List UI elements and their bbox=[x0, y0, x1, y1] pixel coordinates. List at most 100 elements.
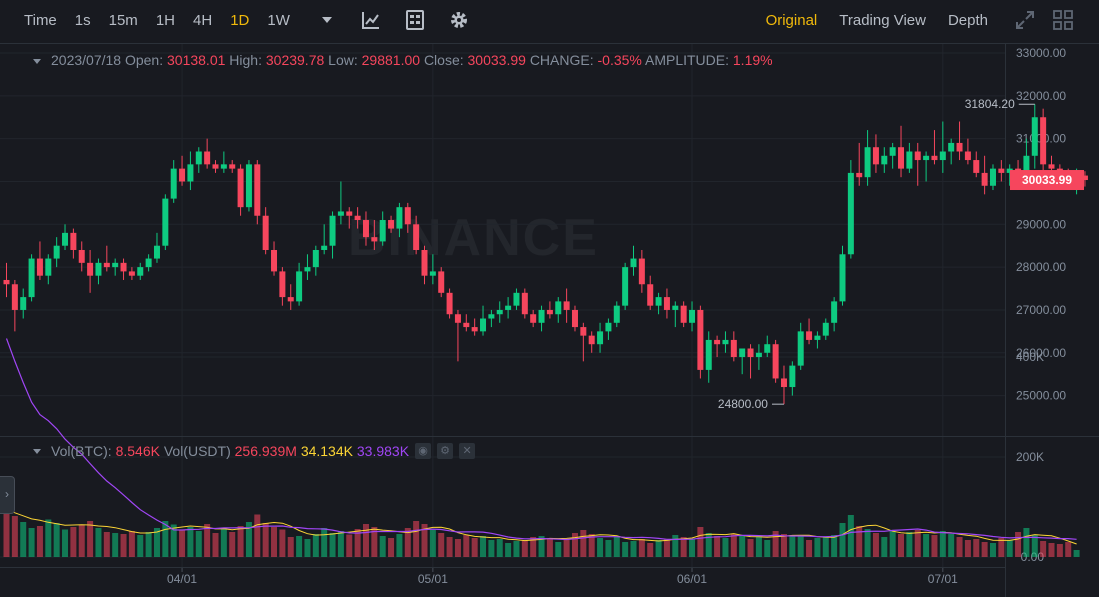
chart-settings-list-icon[interactable] bbox=[405, 10, 425, 30]
volume-bar bbox=[814, 538, 821, 557]
candle-body bbox=[120, 262, 127, 272]
candle-body bbox=[287, 297, 294, 302]
candle-body bbox=[438, 271, 445, 293]
candle-body bbox=[11, 284, 18, 310]
candle-body bbox=[321, 245, 328, 250]
candle-body bbox=[663, 297, 670, 310]
volume-bar bbox=[847, 515, 854, 557]
candle-body bbox=[388, 220, 395, 229]
candle-body bbox=[981, 172, 988, 186]
interval-1d[interactable]: 1D bbox=[230, 11, 250, 29]
volume-bar bbox=[438, 533, 445, 557]
candle-body bbox=[480, 318, 487, 332]
volume-bar bbox=[162, 521, 169, 557]
candle-body bbox=[262, 215, 269, 250]
candle-body bbox=[630, 258, 637, 268]
volume-bar bbox=[204, 524, 211, 557]
candle-body bbox=[989, 168, 996, 186]
candle-body bbox=[655, 297, 662, 306]
binance-watermark: BINANCE bbox=[348, 209, 599, 267]
volume-bar bbox=[822, 537, 829, 557]
volume-bar bbox=[128, 531, 135, 557]
close-icon[interactable]: ✕ bbox=[459, 443, 476, 459]
volume-bar bbox=[630, 541, 637, 557]
interval-1h[interactable]: 1H bbox=[155, 11, 175, 29]
volume-bar bbox=[254, 514, 261, 557]
volume-bar bbox=[87, 521, 94, 557]
eye-icon[interactable]: ◉ bbox=[415, 443, 432, 459]
volume-bar bbox=[889, 531, 896, 557]
interval-time[interactable]: Time bbox=[24, 11, 57, 29]
candle-body bbox=[254, 164, 261, 216]
volume-bar bbox=[62, 529, 69, 557]
volume-tick-label: 200K bbox=[1016, 450, 1044, 464]
interval-4h[interactable]: 4H bbox=[193, 11, 213, 29]
volume-bar bbox=[446, 537, 453, 557]
chevron-right-icon: › bbox=[5, 487, 9, 501]
last-price-tag bbox=[1010, 170, 1084, 191]
price-tick-label: 25000.00 bbox=[1016, 389, 1066, 403]
candle-body bbox=[571, 309, 578, 328]
gear-icon-small[interactable]: ⚙ bbox=[437, 443, 454, 459]
interval-1s[interactable]: 1s bbox=[74, 11, 91, 29]
volume-bar bbox=[956, 537, 963, 557]
volume-bar bbox=[563, 539, 570, 557]
date-tick-label: 07/01 bbox=[928, 572, 958, 586]
volume-bar bbox=[496, 539, 503, 557]
volume-bar bbox=[1040, 541, 1047, 557]
volume-bar bbox=[839, 523, 846, 557]
volume-bar bbox=[655, 540, 662, 557]
volume-bar bbox=[597, 538, 604, 557]
view-original[interactable]: Original bbox=[765, 11, 818, 29]
candle-body bbox=[755, 352, 762, 358]
amplitude-value: 1.19% bbox=[732, 52, 773, 68]
candle-body bbox=[95, 262, 102, 276]
candle-body bbox=[973, 160, 980, 173]
volume-bar bbox=[145, 532, 152, 557]
candle-body bbox=[36, 258, 43, 276]
candle-body bbox=[1031, 117, 1038, 156]
gear-icon[interactable] bbox=[449, 10, 469, 30]
interval-1w[interactable]: 1W bbox=[267, 11, 290, 29]
volume-collapse-caret-icon[interactable] bbox=[33, 448, 41, 454]
candle-body bbox=[128, 271, 135, 276]
volume-bar bbox=[463, 535, 470, 557]
view-trading-view[interactable]: Trading View bbox=[839, 11, 926, 29]
volume-bar bbox=[28, 528, 35, 557]
candle-body bbox=[638, 258, 645, 285]
candle-body bbox=[103, 262, 110, 268]
volume-bar bbox=[663, 539, 670, 557]
volume-bar bbox=[388, 538, 395, 557]
more-intervals-dropdown-icon[interactable] bbox=[317, 10, 337, 30]
candle-body bbox=[429, 271, 436, 276]
candle-body bbox=[87, 262, 94, 276]
fullscreen-icon[interactable] bbox=[1015, 10, 1035, 30]
candle-body bbox=[296, 271, 303, 302]
volume-bar bbox=[321, 528, 328, 557]
candle-body bbox=[672, 305, 679, 310]
volume-bar bbox=[262, 523, 269, 557]
volume-bar bbox=[998, 538, 1005, 557]
candle-body bbox=[237, 168, 244, 208]
candle-body bbox=[730, 339, 737, 358]
candle-body bbox=[964, 151, 971, 161]
volume-bar bbox=[831, 535, 838, 557]
volume-bar bbox=[45, 519, 52, 557]
vol-btc-label: Vol(BTC): bbox=[51, 443, 112, 459]
candle-body bbox=[346, 211, 353, 216]
candle-body bbox=[187, 164, 194, 182]
view-depth[interactable]: Depth bbox=[947, 11, 988, 29]
candle-body bbox=[471, 327, 478, 332]
volume-bar bbox=[337, 531, 344, 557]
layout-grid-icon[interactable] bbox=[1053, 10, 1073, 30]
indicators-icon[interactable] bbox=[361, 10, 381, 30]
candle-body bbox=[822, 322, 829, 336]
expand-panel-tab[interactable]: › bbox=[0, 476, 15, 514]
candle-body bbox=[647, 284, 654, 306]
interval-15m[interactable]: 15m bbox=[108, 11, 138, 29]
ohlc-info-line: 2023/07/18 Open: 30138.01 High: 30239.78… bbox=[33, 52, 773, 68]
candle-body bbox=[162, 198, 169, 246]
collapse-caret-icon[interactable] bbox=[33, 58, 41, 64]
vol-btc-value: 8.546K bbox=[115, 443, 160, 459]
